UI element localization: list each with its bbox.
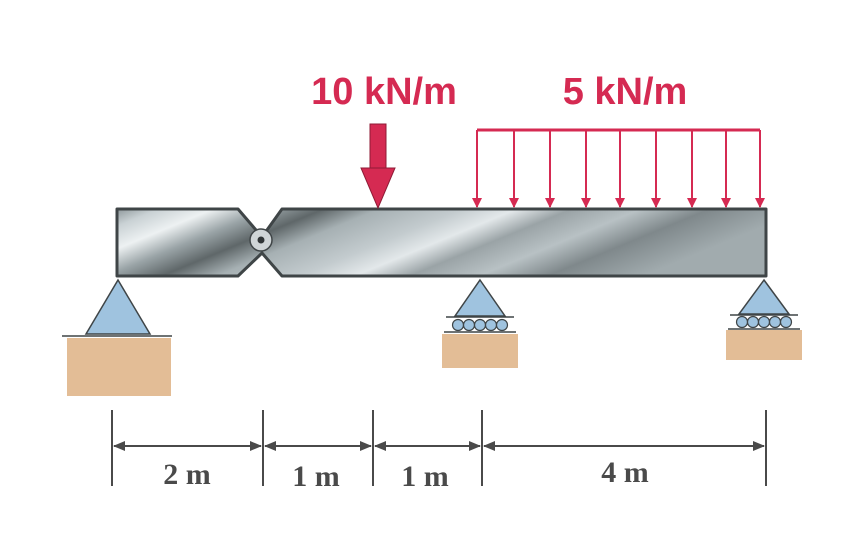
dimension-label-3: 1 m	[401, 460, 449, 493]
roller-wheel	[779, 315, 793, 329]
beam	[115, 207, 768, 278]
point-load-arrow	[360, 123, 396, 210]
roller-support-middle-wheels	[451, 318, 509, 332]
roller-wheel	[462, 318, 476, 332]
pin-support-ground	[67, 338, 171, 396]
roller-support-right-triangle	[737, 278, 791, 315]
roller-wheel	[768, 315, 782, 329]
dimension-label-4: 4 m	[601, 456, 649, 489]
roller-wheel	[746, 315, 760, 329]
beam-body	[115, 207, 768, 278]
roller-support-right-ground	[726, 330, 802, 360]
distributed-load	[472, 128, 765, 208]
roller-wheel	[495, 318, 509, 332]
distributed-load-arrows	[472, 130, 765, 208]
dimension-label-2: 1 m	[292, 460, 340, 493]
distributed-load-label: 5 kN/m	[563, 71, 688, 113]
roller-support-right-wheels	[735, 315, 793, 329]
roller-wheel	[451, 318, 465, 332]
dimension-label-1: 2 m	[163, 458, 211, 491]
hinge-pin	[257, 236, 265, 244]
roller-wheel	[484, 318, 498, 332]
roller-wheel	[735, 315, 749, 329]
roller-support-middle-ground	[442, 334, 518, 368]
roller-wheel	[473, 318, 487, 332]
pin-support	[62, 278, 172, 396]
roller-support-middle-triangle	[453, 278, 507, 317]
roller-wheel	[757, 315, 771, 329]
point-load-label: 10 kN/m	[311, 71, 457, 113]
dimension-lines	[111, 410, 767, 486]
roller-support-middle	[442, 278, 518, 368]
roller-support-right	[726, 278, 802, 360]
pin-support-triangle	[84, 278, 152, 335]
